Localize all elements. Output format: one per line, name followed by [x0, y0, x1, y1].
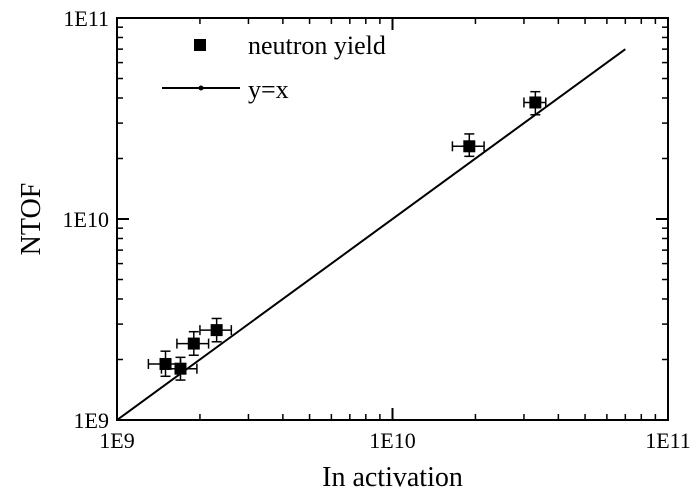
legend-marker-neutron-yield	[194, 39, 206, 51]
y-tick-label: 1E11	[63, 6, 109, 31]
data-point-group	[523, 90, 547, 116]
data-point-group	[176, 330, 210, 356]
data-point-marker	[187, 337, 200, 350]
data-point-marker	[174, 362, 187, 375]
legend-label-neutron-yield: neutron yield	[248, 31, 386, 60]
y-tick-label: 1E9	[74, 408, 109, 433]
x-tick-label: 1E10	[369, 428, 415, 453]
axis-ticks: 1E9 1E10 1E11 1E9 1E10 1E11	[63, 6, 691, 453]
legend-label-y-equals-x: y=x	[248, 75, 289, 104]
x-axis-title: In activation	[322, 462, 463, 493]
data-point-marker	[529, 96, 542, 109]
plot-area	[116, 48, 626, 421]
data-point-marker	[210, 324, 223, 337]
x-tick-label: 1E9	[99, 428, 134, 453]
data-point-group	[199, 317, 233, 343]
x-tick-label: 1E11	[645, 428, 691, 453]
series-line-y-equals-x	[116, 48, 626, 421]
legend: neutron yield y=x	[162, 31, 386, 104]
data-point-marker	[463, 140, 476, 153]
data-point-group	[160, 356, 198, 381]
y-axis-title: NTOF	[16, 183, 47, 256]
data-point-marker	[159, 357, 172, 370]
y-tick-label: 1E10	[63, 207, 109, 232]
data-point-group	[451, 133, 485, 158]
legend-dot-y-equals-x	[198, 85, 204, 91]
